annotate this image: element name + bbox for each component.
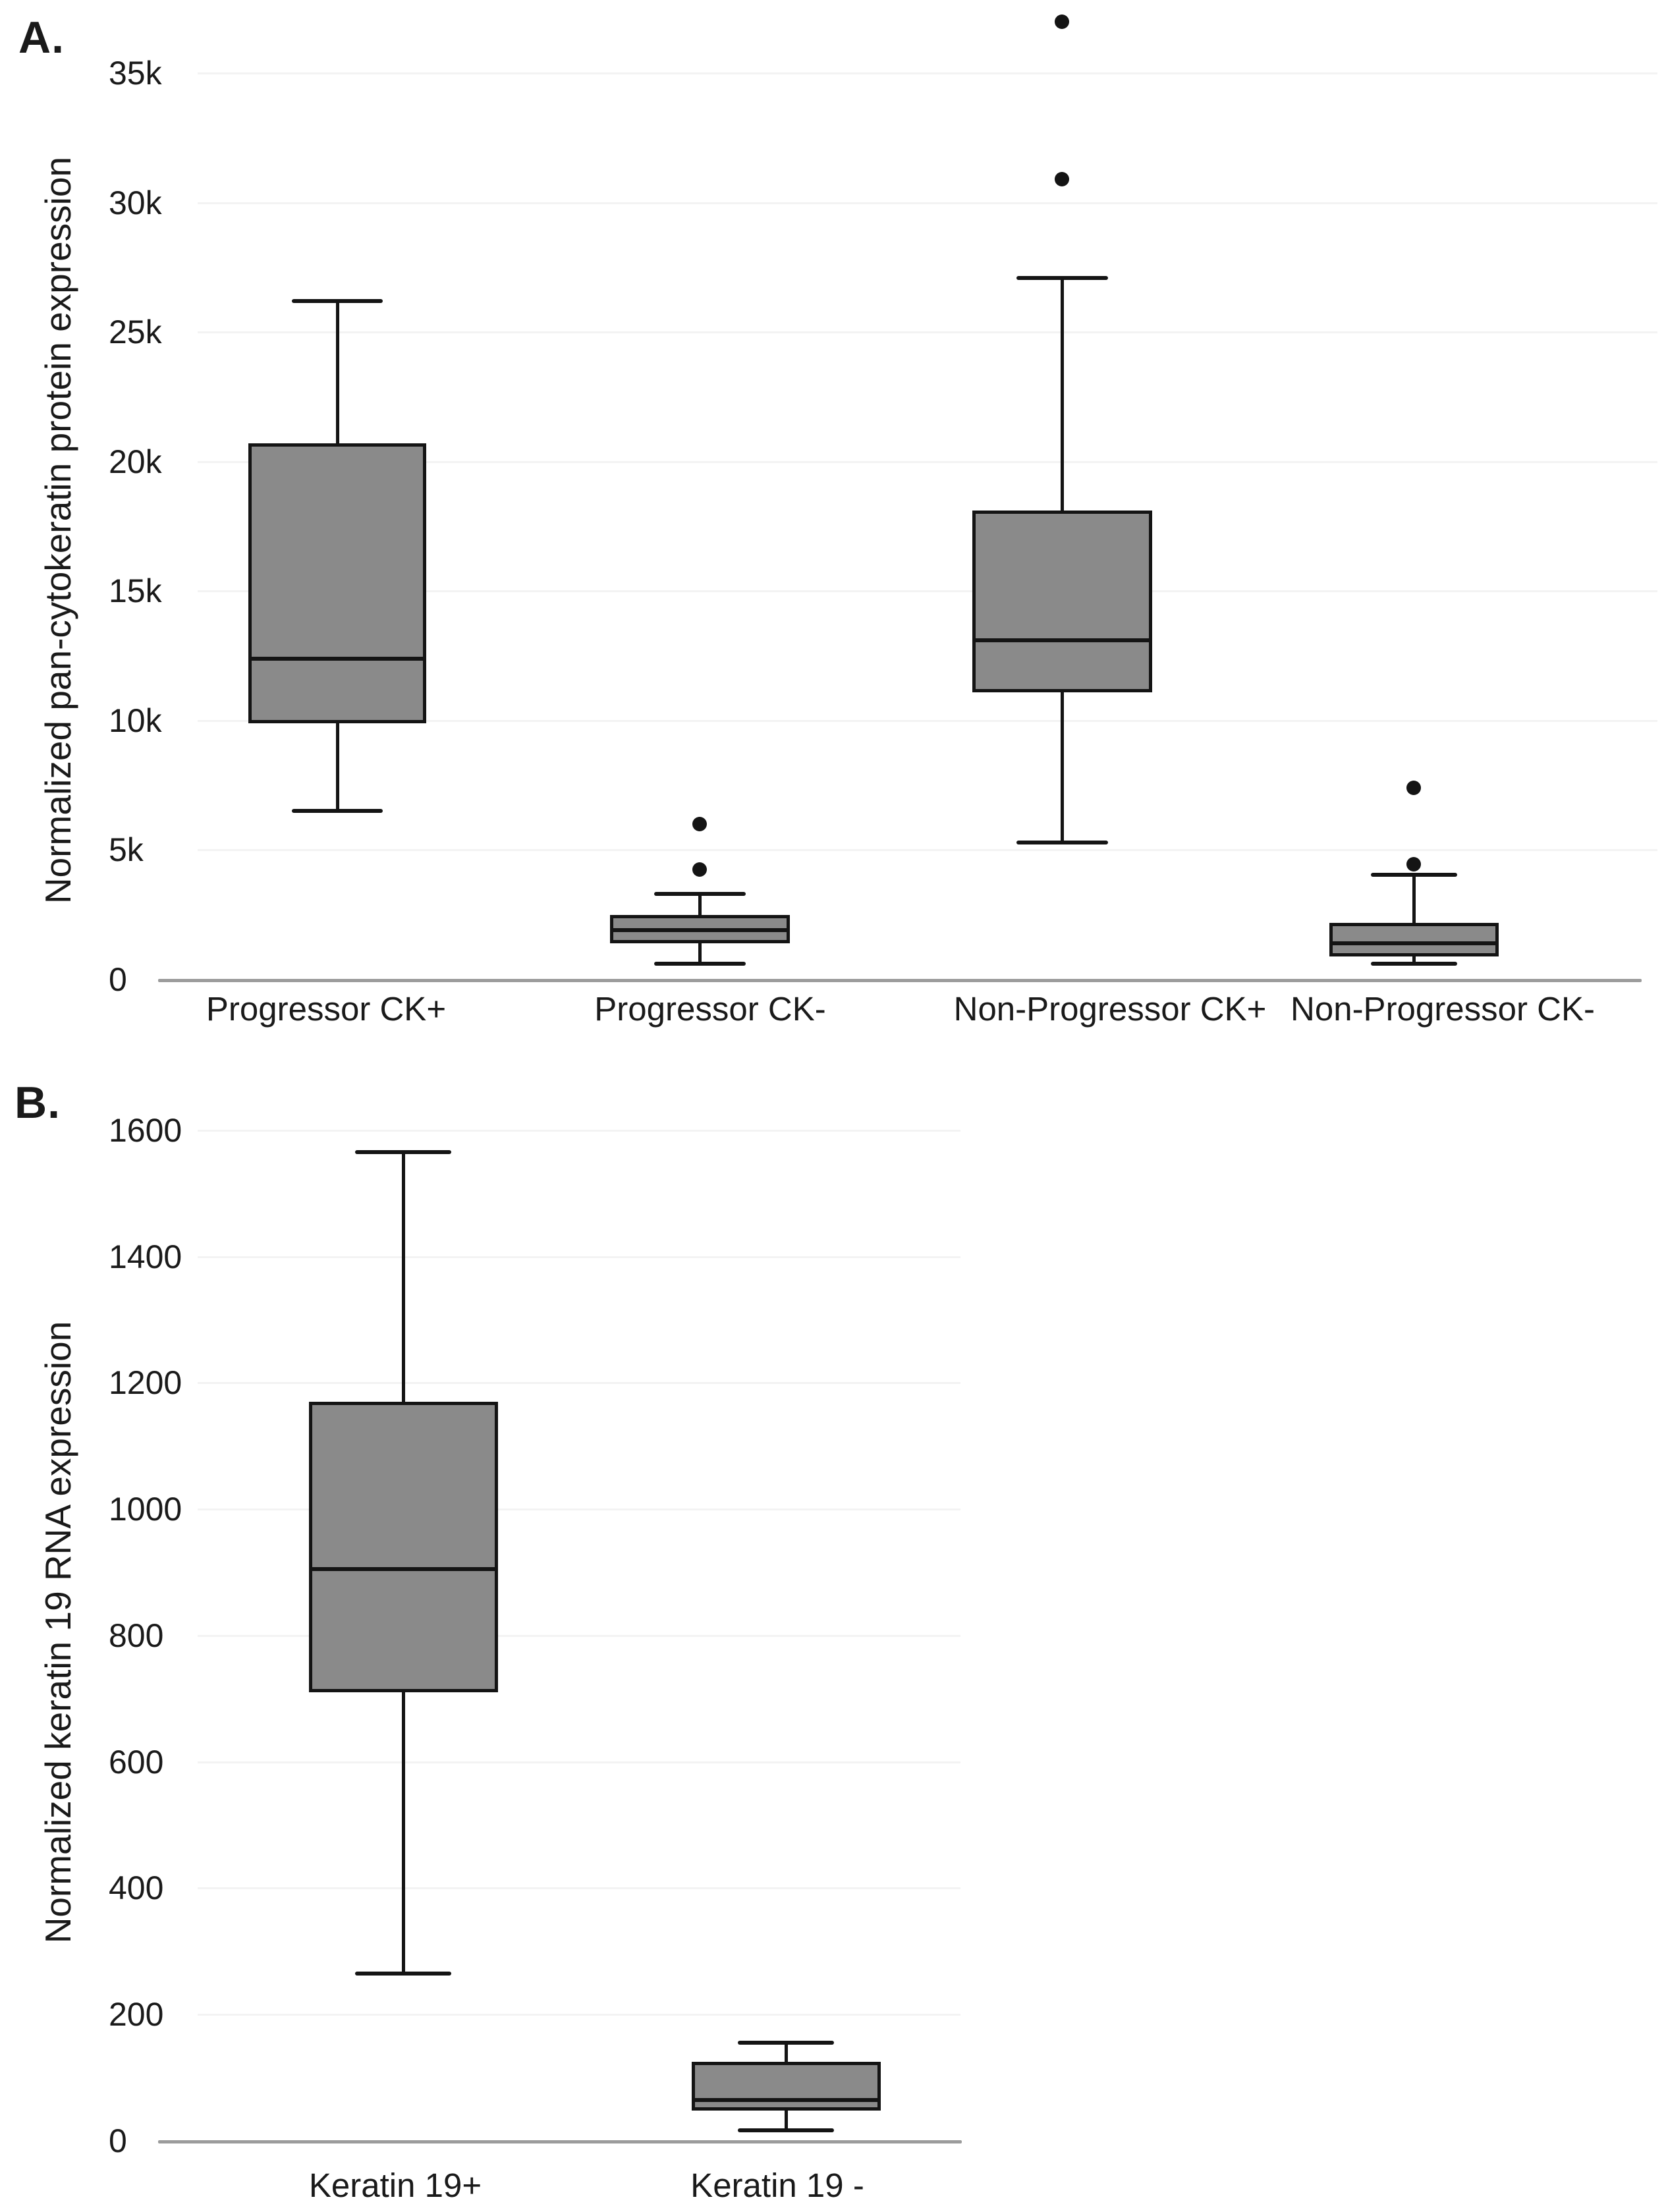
iqr-box bbox=[248, 443, 426, 723]
median-line bbox=[310, 1567, 496, 1572]
x-category-label-keratin-19: Keratin 19 - bbox=[690, 2167, 864, 2204]
y-tick-label-30k: 30k bbox=[109, 184, 162, 221]
gridline-35k bbox=[198, 72, 1657, 75]
y-tick-label-800: 800 bbox=[109, 1617, 164, 1654]
upper-whisker-cap bbox=[1370, 872, 1457, 877]
panel-b-letter: B. bbox=[14, 1078, 61, 1128]
x-category-label-non-progressor-ck: Non-Progressor CK- bbox=[1291, 990, 1595, 1028]
upper-whisker-line bbox=[1412, 874, 1416, 923]
median-line bbox=[611, 928, 788, 933]
outlier-dot-2 bbox=[1055, 14, 1069, 29]
y-tick-label-1600: 1600 bbox=[109, 1111, 182, 1149]
outlier-dot-1 bbox=[692, 862, 707, 877]
outlier-dot-2 bbox=[1406, 781, 1421, 796]
iqr-box bbox=[1329, 922, 1499, 956]
y-tick-label-1400: 1400 bbox=[109, 1238, 182, 1275]
gridline-1600 bbox=[198, 1129, 960, 1132]
gridline-20k bbox=[198, 460, 1657, 463]
lower-whisker-cap bbox=[355, 1971, 451, 1976]
gridline-400 bbox=[198, 1887, 960, 1890]
lower-whisker-line bbox=[698, 943, 702, 964]
y-tick-label-20k: 20k bbox=[109, 443, 162, 480]
panel-a-letter: A. bbox=[18, 13, 65, 63]
lower-whisker-line bbox=[402, 1692, 405, 1974]
lower-whisker-line bbox=[1061, 692, 1064, 843]
y-tick-label-0: 0 bbox=[109, 961, 127, 998]
iqr-box bbox=[972, 511, 1152, 692]
lower-whisker-cap bbox=[1370, 962, 1457, 966]
y-tick-label-15k: 15k bbox=[109, 572, 162, 610]
y-tick-label-200: 200 bbox=[109, 1996, 164, 2033]
median-line bbox=[250, 656, 424, 661]
gridline-1400 bbox=[198, 1256, 960, 1258]
y-tick-label-0: 0 bbox=[109, 2122, 127, 2159]
y-tick-label-600: 600 bbox=[109, 1743, 164, 1781]
panel-b-y-axis-title: Normalized keratin 19 RNA expression bbox=[38, 1321, 78, 1944]
median-line bbox=[693, 2097, 879, 2102]
upper-whisker-cap bbox=[355, 1150, 451, 1155]
x-category-label-non-progressor-ckplus: Non-Progressor CK+ bbox=[953, 990, 1267, 1028]
lower-whisker-cap bbox=[1016, 840, 1108, 844]
gridline-5k bbox=[198, 849, 1657, 852]
y-tick-label-400: 400 bbox=[109, 1869, 164, 1907]
x-axis-line bbox=[158, 979, 1642, 982]
upper-whisker-line bbox=[1061, 277, 1064, 511]
iqr-box bbox=[691, 2062, 881, 2111]
gridline-30k bbox=[198, 202, 1657, 204]
y-tick-label-35k: 35k bbox=[109, 55, 162, 92]
median-line bbox=[974, 638, 1150, 643]
upper-whisker-line bbox=[402, 1152, 405, 1402]
gridline-25k bbox=[198, 331, 1657, 334]
gridline-600 bbox=[198, 1761, 960, 1763]
x-category-label-progressor-ckplus: Progressor CK+ bbox=[206, 990, 447, 1028]
upper-whisker-cap bbox=[1016, 275, 1108, 280]
gridline-1000 bbox=[198, 1508, 960, 1511]
outlier-dot-2 bbox=[692, 817, 707, 832]
lower-whisker-cap bbox=[653, 962, 746, 966]
lower-whisker-line bbox=[1412, 956, 1416, 964]
y-tick-label-5k: 5k bbox=[109, 831, 144, 869]
lower-whisker-cap bbox=[292, 809, 383, 814]
x-category-label-progressor-ck: Progressor CK- bbox=[594, 990, 826, 1028]
gridline-800 bbox=[198, 1634, 960, 1637]
lower-whisker-cap bbox=[738, 2128, 834, 2132]
upper-whisker-cap bbox=[292, 299, 383, 304]
y-tick-label-1000: 1000 bbox=[109, 1491, 182, 1528]
x-axis-line bbox=[158, 2140, 962, 2143]
upper-whisker-cap bbox=[653, 892, 746, 897]
y-tick-label-25k: 25k bbox=[109, 314, 162, 351]
median-line bbox=[1331, 941, 1497, 945]
outlier-dot-1 bbox=[1406, 857, 1421, 872]
upper-whisker-line bbox=[698, 894, 702, 915]
x-category-label-keratin-19plus: Keratin 19+ bbox=[308, 2167, 482, 2204]
gridline-10k bbox=[198, 719, 1657, 722]
upper-whisker-cap bbox=[738, 2041, 834, 2045]
iqr-box bbox=[308, 1402, 498, 1693]
upper-whisker-line bbox=[336, 301, 339, 444]
lower-whisker-line bbox=[785, 2110, 788, 2130]
y-tick-label-1200: 1200 bbox=[109, 1364, 182, 1402]
gridline-1200 bbox=[198, 1382, 960, 1385]
y-tick-label-10k: 10k bbox=[109, 702, 162, 739]
gridline-200 bbox=[198, 2014, 960, 2016]
gridline-15k bbox=[198, 590, 1657, 593]
upper-whisker-line bbox=[785, 2043, 788, 2062]
outlier-dot-1 bbox=[1055, 172, 1069, 187]
lower-whisker-line bbox=[336, 723, 339, 812]
